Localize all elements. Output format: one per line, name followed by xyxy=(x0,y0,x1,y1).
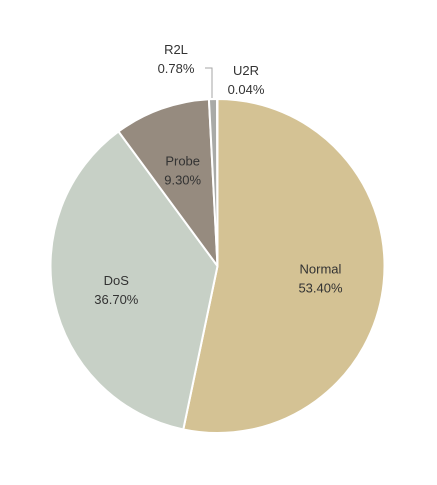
slice-label-probe: Probe xyxy=(165,153,200,168)
slice-value-u2r: 0.04% xyxy=(228,82,265,97)
slice-value-probe: 9.30% xyxy=(164,172,201,187)
slice-labels: Normal 53.40% DoS 36.70% Probe 9.30% R2L 0.78% U… xyxy=(94,42,343,307)
slice-label-normal: Normal xyxy=(300,262,342,277)
pie-slice-dos xyxy=(49,130,219,431)
slice-value-r2l: 0.78% xyxy=(158,61,195,76)
leader-line-r2l xyxy=(205,67,213,98)
pie-slices xyxy=(49,97,386,434)
leader-lines xyxy=(205,67,213,98)
slice-value-dos: 36.70% xyxy=(94,292,139,307)
slice-label-dos: DoS xyxy=(104,273,130,288)
pie-slice-probe xyxy=(117,98,219,267)
slice-label-u2r: U2R xyxy=(233,63,259,78)
pie-slice-normal xyxy=(182,98,386,434)
slice-value-normal: 53.40% xyxy=(298,281,343,296)
slice-label-r2l: R2L xyxy=(164,42,188,57)
